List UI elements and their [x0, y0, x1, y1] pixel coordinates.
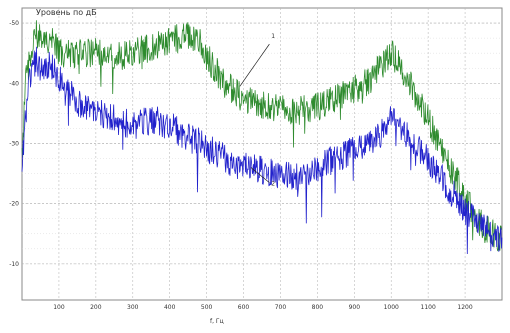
- x-tick-label: 1200: [457, 304, 472, 311]
- y-tick-label: -40: [9, 80, 19, 87]
- x-tick-label: 600: [238, 304, 250, 311]
- series-line-2: [21, 46, 503, 255]
- annotation-label-2: 2: [271, 181, 275, 188]
- x-axis-label: f, Гц: [210, 318, 224, 325]
- ticks: 100 200 300 400 500 600 700 800 900 1000 1100 1200 -…: [9, 20, 473, 311]
- x-tick-label: 500: [201, 304, 213, 311]
- series-line-1: [21, 20, 503, 252]
- x-tick-label: 900: [349, 304, 361, 311]
- series-layer: [21, 20, 503, 255]
- y-tick-label: -10: [9, 261, 19, 268]
- x-tick-label: 300: [127, 304, 139, 311]
- chart-title: Уровень по дБ: [36, 8, 97, 17]
- x-tick-label: 800: [312, 304, 324, 311]
- annotation-leader-1: [239, 43, 270, 87]
- x-tick-label: 200: [90, 304, 102, 311]
- x-tick-label: 1000: [384, 304, 399, 311]
- y-tick-label: -30: [9, 140, 19, 147]
- x-tick-label: 1100: [421, 304, 436, 311]
- annotations: 12: [239, 33, 275, 188]
- y-tick-label: -20: [9, 201, 19, 208]
- x-tick-label: 100: [53, 304, 65, 311]
- annotation-leader-2: [250, 167, 270, 183]
- x-tick-label: 700: [275, 304, 287, 311]
- y-tick-label: -50: [9, 20, 19, 27]
- annotation-label-1: 1: [271, 33, 275, 40]
- x-tick-label: 400: [164, 304, 176, 311]
